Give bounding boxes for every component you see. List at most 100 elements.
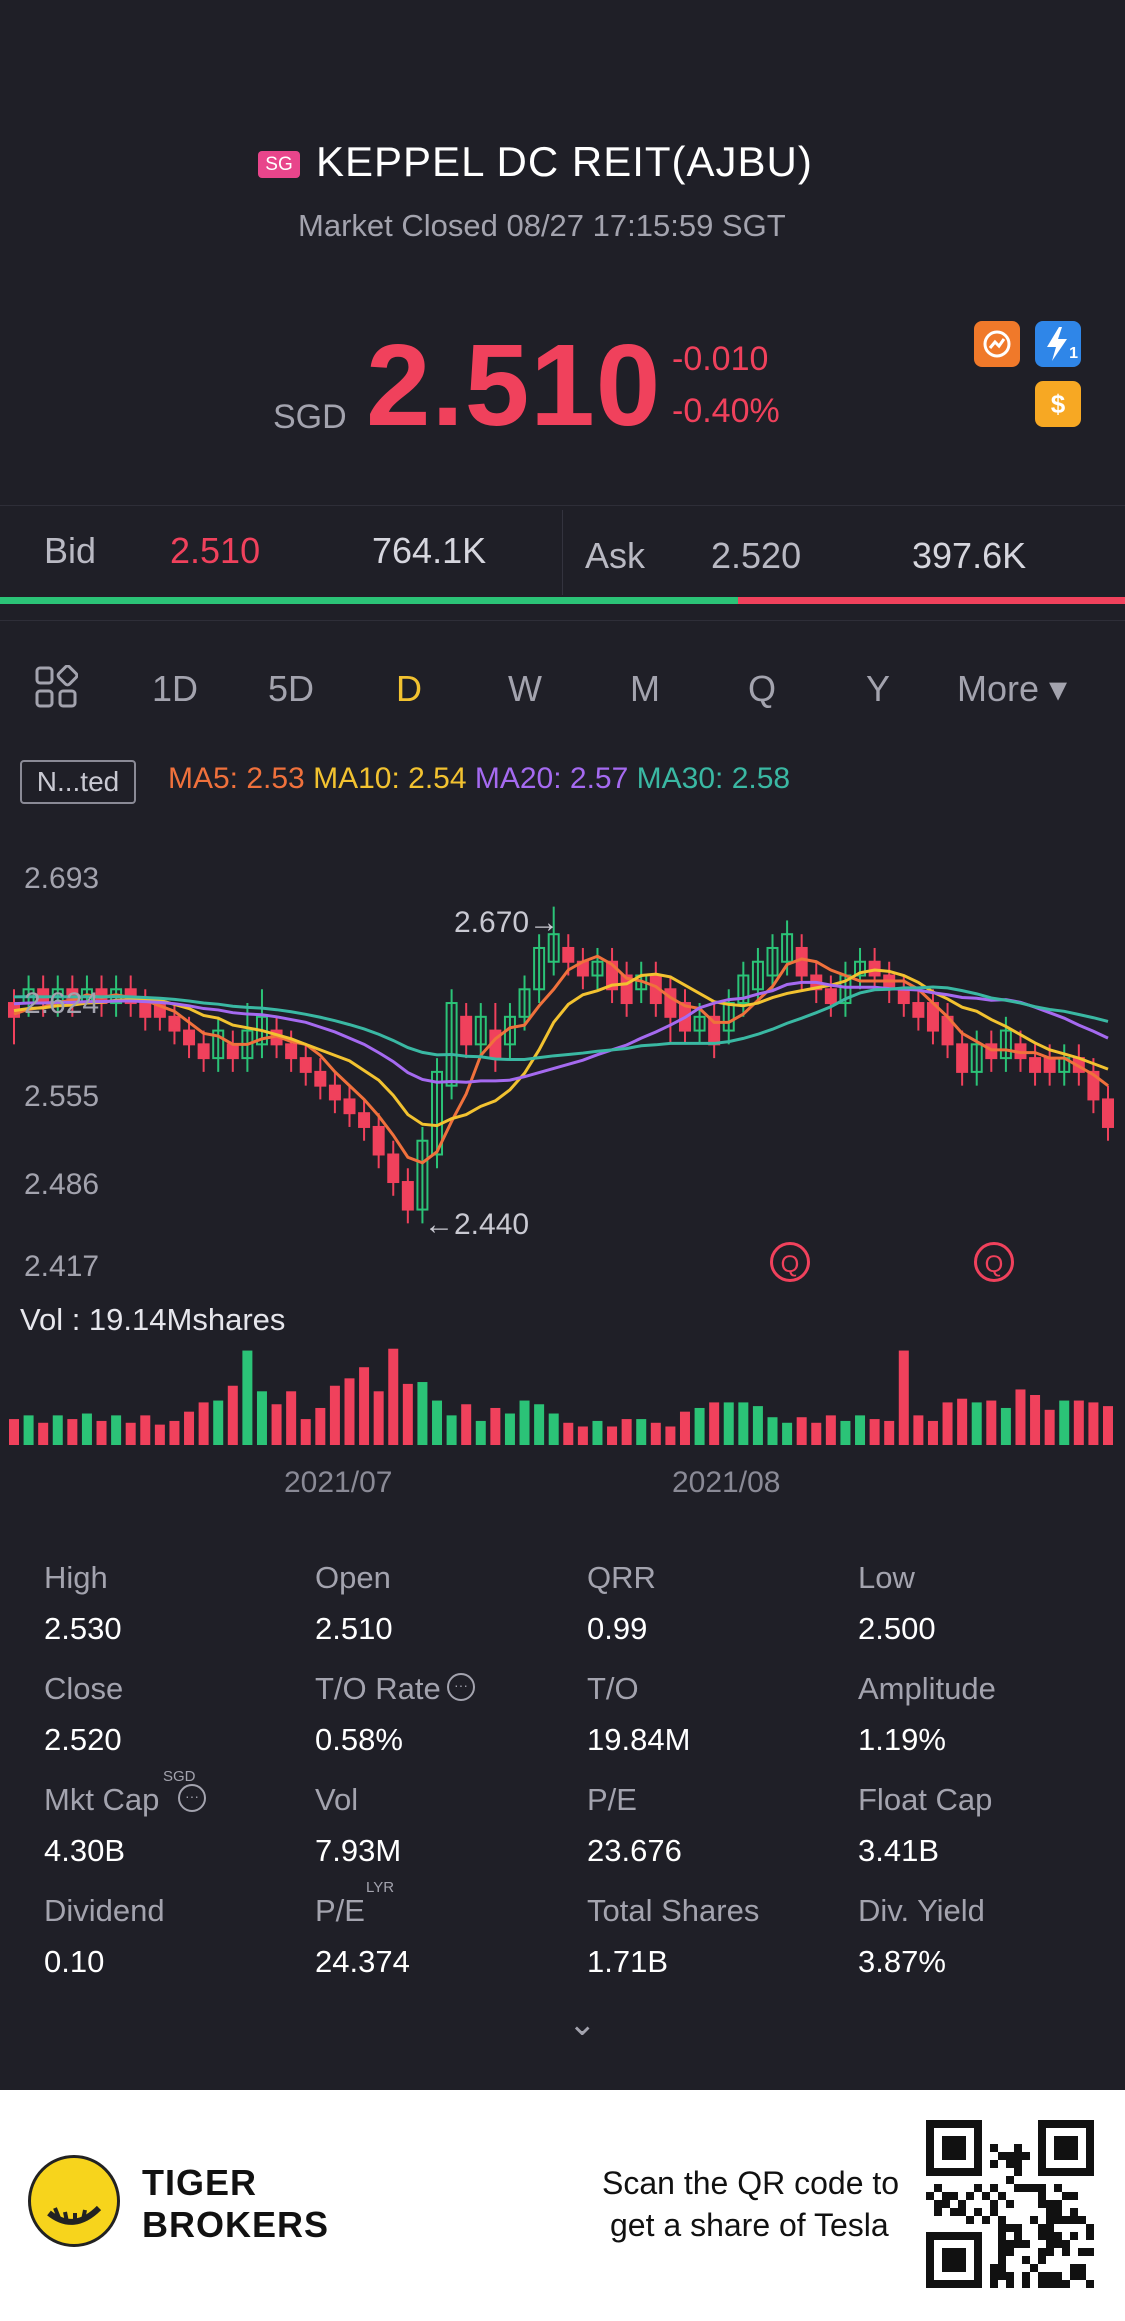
- qr-code-icon[interactable]: [926, 2120, 1094, 2288]
- tab-1d[interactable]: 1D: [152, 668, 199, 709]
- stat-sup: SGD: [163, 1768, 196, 1785]
- candle-body: [1102, 1098, 1114, 1128]
- volume-bar: [271, 1404, 282, 1445]
- y-tick-label: 2.693: [24, 862, 100, 895]
- stat-label: Close: [44, 1671, 124, 1706]
- bid-price: 2.510: [170, 530, 261, 571]
- volume-bar: [154, 1424, 165, 1445]
- candle-body: [460, 1015, 473, 1046]
- candle-body: [183, 1029, 196, 1046]
- volume-bar: [9, 1419, 19, 1445]
- volume-bar: [111, 1415, 122, 1445]
- tab-quarterly[interactable]: Q: [748, 668, 777, 709]
- stat-label: Div. Yield: [858, 1893, 985, 1928]
- volume-bar: [286, 1391, 297, 1445]
- divider: [0, 620, 1125, 621]
- ma20-value: MA20: 2.57: [474, 762, 629, 795]
- volume-bar: [869, 1419, 880, 1445]
- tab-5d[interactable]: 5D: [268, 668, 315, 709]
- candle-body: [664, 988, 677, 1018]
- stat-label: QRR: [587, 1560, 656, 1595]
- earnings-marker-icon[interactable]: Q: [974, 1242, 1014, 1282]
- dollar-icon[interactable]: $: [1035, 381, 1081, 427]
- volume-bar: [23, 1415, 34, 1445]
- candle-body: [372, 1125, 385, 1156]
- info-icon[interactable]: ···: [178, 1784, 206, 1812]
- tab-weekly[interactable]: W: [508, 668, 542, 709]
- stat-label: Open: [315, 1560, 391, 1595]
- candle-body: [139, 1002, 152, 1018]
- volume-bar: [665, 1426, 676, 1445]
- stat-value: 0.99: [587, 1611, 648, 1646]
- last-price: 2.510: [366, 320, 662, 450]
- volume-bar: [796, 1417, 807, 1445]
- volume-bar: [723, 1402, 734, 1445]
- ma5-line: [13, 954, 1109, 1165]
- volume-label: Vol : 19.14Mshares: [20, 1302, 286, 1337]
- hot-icon[interactable]: [974, 321, 1020, 367]
- ask-volume: 397.6K: [912, 535, 1027, 576]
- ma-legend: MA5: 2.53 MA10: 2.54 MA20: 2.57 MA30: 2.…: [168, 762, 790, 796]
- candle-body: [431, 1070, 444, 1156]
- volume-bar: [388, 1348, 399, 1445]
- adjust-toggle-button[interactable]: N...ted: [20, 760, 136, 804]
- promo-text: Scan the QR code to: [602, 2165, 900, 2201]
- stat-label: High: [44, 1560, 108, 1595]
- candle-body: [912, 1002, 925, 1018]
- volume-bar: [840, 1420, 851, 1445]
- volume-bar: [359, 1367, 370, 1445]
- stat-label: T/O Rate: [315, 1671, 441, 1706]
- stat-value: 4.30B: [44, 1833, 126, 1868]
- price-currency: SGD: [273, 398, 347, 436]
- volume-bar: [198, 1402, 209, 1445]
- volume-bar: [621, 1419, 632, 1445]
- brand-name: TIGER: [142, 2162, 258, 2203]
- volume-bar: [1059, 1400, 1070, 1445]
- candle-body: [562, 946, 575, 963]
- candle-body: [824, 988, 837, 1005]
- candle-body: [897, 988, 910, 1005]
- tab-daily[interactable]: D: [396, 668, 422, 709]
- candle-body: [197, 1043, 210, 1060]
- volume-bar: [782, 1422, 793, 1445]
- candle-body: [854, 960, 867, 977]
- stock-title: KEPPEL DC REIT(AJBU): [316, 138, 813, 185]
- volume-bar: [96, 1420, 107, 1445]
- volume-bar: [927, 1420, 938, 1445]
- ma20-line: [13, 980, 1109, 1084]
- candle-body: [999, 1029, 1012, 1060]
- volume-bar: [81, 1413, 92, 1445]
- candle-body: [518, 988, 531, 1018]
- flash-icon[interactable]: 1: [1035, 321, 1081, 367]
- layout-grid-icon[interactable]: [34, 664, 79, 709]
- candle-body: [1043, 1057, 1056, 1073]
- candle-body: [620, 974, 633, 1005]
- candle-body: [358, 1112, 371, 1128]
- candle-body: [445, 1002, 458, 1087]
- stat-value: 3.41B: [858, 1833, 940, 1868]
- candlestick-chart[interactable]: [0, 850, 1125, 1270]
- volume-bar: [344, 1378, 355, 1445]
- info-icon[interactable]: ···: [447, 1673, 475, 1701]
- volume-chart[interactable]: [0, 1330, 1125, 1450]
- ma5-value: MA5: 2.53: [168, 762, 305, 795]
- candle-body: [693, 1015, 706, 1032]
- candle-body: [970, 1043, 983, 1073]
- volume-bar: [1015, 1389, 1026, 1445]
- stat-label: T/O: [587, 1671, 639, 1706]
- volume-bar: [52, 1415, 63, 1445]
- stat-value: 3.87%: [858, 1944, 946, 1979]
- tab-yearly[interactable]: Y: [866, 668, 891, 709]
- volume-bar: [942, 1402, 953, 1445]
- volume-bar: [679, 1411, 690, 1445]
- tab-more-dropdown[interactable]: More ▾: [957, 668, 1068, 709]
- ask-label: Ask: [585, 535, 646, 576]
- volume-bar: [1030, 1395, 1041, 1445]
- earnings-marker-icon[interactable]: Q: [770, 1242, 810, 1282]
- tab-monthly[interactable]: M: [630, 668, 660, 709]
- chevron-down-icon[interactable]: ⌄: [568, 2005, 597, 2043]
- ask-price: 2.520: [711, 535, 802, 576]
- market-badge: SG: [258, 151, 300, 178]
- stat-label: Float Cap: [858, 1782, 993, 1817]
- volume-bar: [446, 1415, 457, 1445]
